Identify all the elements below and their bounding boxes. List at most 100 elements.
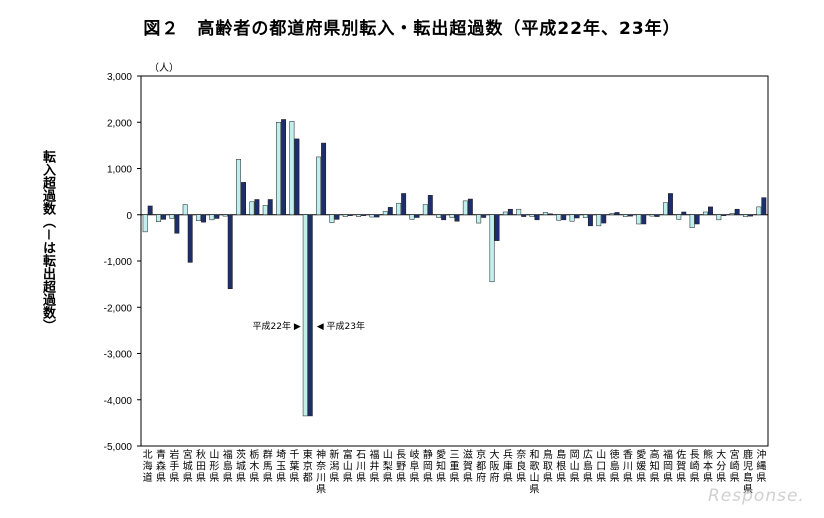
bar-h22: [396, 202, 402, 215]
bar-h22: [409, 214, 415, 220]
category-label: 奈良県: [516, 448, 526, 484]
bar-h22: [436, 214, 442, 218]
bar-h23: [414, 214, 420, 218]
bar-h22: [542, 212, 548, 215]
bar-h23: [614, 212, 620, 215]
unit-label: （人）: [149, 62, 179, 74]
bar-h23: [654, 214, 660, 217]
bar-h22: [716, 214, 722, 221]
bar-h23: [401, 193, 407, 216]
y-tick-label: -5,000: [104, 442, 133, 453]
bar-h22: [502, 211, 508, 216]
y-axis-label: 転入超過数（－は転出超過数）: [40, 150, 55, 333]
bar-h23: [374, 214, 380, 218]
bar-h23: [294, 138, 300, 215]
category-label: 愛知県: [436, 448, 446, 484]
category-label: 宮崎県: [730, 448, 740, 484]
bar-h22: [703, 211, 708, 216]
bar-h22: [169, 214, 175, 219]
bar-h22: [369, 214, 375, 218]
category-label: 徳島県: [610, 448, 620, 484]
bar-h23: [467, 198, 473, 215]
bar-h23: [347, 214, 353, 216]
bar-h22: [422, 204, 428, 215]
bar-h22: [516, 208, 522, 215]
bar-h22: [209, 214, 215, 221]
category-label: 茨城県: [236, 448, 246, 484]
bar-h23: [694, 214, 700, 225]
category-label: 福岡県: [663, 448, 673, 484]
category-label: 兵庫県: [503, 448, 513, 484]
bar-h23: [427, 195, 433, 215]
y-axis-ticks: 3,000 2,000 1,000 0 -1,000 -2,000 -3,000 -4,000…: [104, 72, 141, 453]
bar-h22: [596, 214, 602, 227]
bar-h23: [708, 206, 713, 215]
y-tick-label: -4,000: [104, 396, 133, 407]
bar-h23: [534, 214, 540, 221]
annotations: 平成22年 ▶ ◀ 平成23年: [253, 320, 366, 332]
bar-h22: [342, 214, 348, 217]
category-label: 群馬県: [263, 448, 273, 484]
bar-h23: [574, 214, 580, 219]
y-tick-label: 1,000: [107, 165, 132, 176]
bar-h22: [676, 214, 682, 220]
category-label: 石川県: [356, 450, 366, 484]
bar-h23: [281, 119, 287, 215]
bar-h23: [321, 142, 327, 215]
plot-area: [140, 75, 769, 447]
bar-h23: [227, 214, 233, 289]
watermark: Response.: [708, 486, 805, 506]
bar-h23: [547, 213, 553, 215]
bar-h22: [489, 214, 495, 283]
bar-h23: [667, 193, 673, 216]
bar-h22: [382, 211, 388, 215]
category-label: 熊本県: [703, 448, 713, 484]
bar-h22: [249, 201, 255, 216]
y-tick-label: -2,000: [104, 303, 133, 314]
y-tick-label: 0: [126, 211, 132, 222]
bar-h23: [494, 214, 500, 241]
bar-h22: [236, 159, 242, 215]
bar-h22: [729, 213, 735, 216]
bar-h22: [329, 214, 335, 223]
category-label: 大阪府: [490, 448, 500, 484]
bar-h22: [302, 214, 308, 417]
bars: [142, 119, 767, 417]
category-label: 東京都: [303, 448, 313, 484]
bar-h22: [356, 214, 362, 217]
bar-h23: [721, 214, 727, 216]
bar-h23: [454, 214, 460, 222]
bar-h23: [641, 214, 647, 225]
y-tick-label: 3,000: [107, 72, 132, 83]
bar-h23: [214, 214, 220, 219]
bar-h23: [147, 205, 153, 215]
bar-h23: [681, 211, 687, 216]
category-label: 高知県: [650, 448, 660, 484]
bar-h22: [276, 122, 282, 215]
category-label: 岐阜県: [409, 448, 419, 484]
category-label: 宮城県: [183, 448, 193, 484]
bar-h22: [222, 214, 228, 217]
bar-h23: [587, 214, 593, 227]
category-label: 山口県: [596, 449, 606, 484]
category-label: 新潟県: [329, 448, 339, 484]
category-label: 岩手県: [169, 448, 179, 484]
category-label: 秋田県: [196, 448, 206, 484]
bar-h22: [476, 214, 482, 224]
bar-h22: [262, 205, 268, 215]
bar-h22: [569, 214, 575, 222]
bar-h22: [462, 200, 468, 215]
bar-h23: [734, 208, 740, 215]
category-label: 青森県: [156, 448, 166, 484]
bar-h22: [529, 214, 535, 217]
category-label: 滋賀県: [463, 448, 473, 484]
bar-h22: [662, 202, 668, 216]
bar-h22: [636, 214, 642, 225]
bar-h23: [307, 214, 313, 417]
category-label: 京都府: [476, 448, 486, 484]
bar-h23: [267, 199, 273, 216]
category-label: 栃木県: [249, 448, 259, 484]
category-label: 沖縄県: [756, 448, 766, 484]
annotation-h23: ◀ 平成23年: [317, 320, 365, 332]
